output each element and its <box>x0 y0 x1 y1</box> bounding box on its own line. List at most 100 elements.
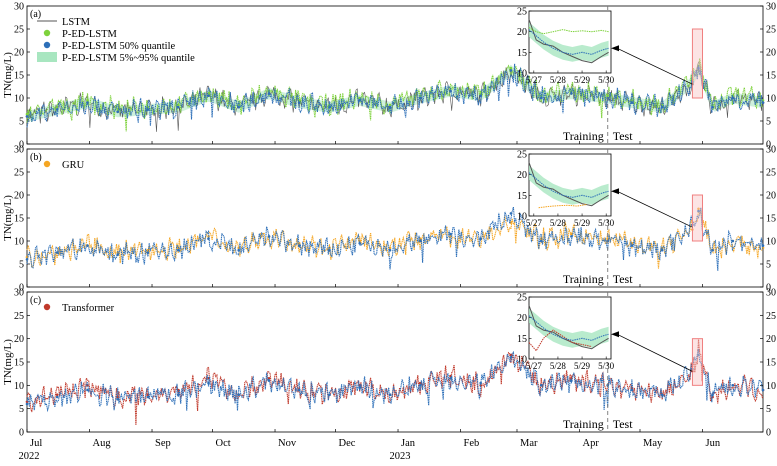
y-tick-label-right: 25 <box>766 25 776 36</box>
y-tick-label: 15 <box>14 71 24 82</box>
inset-x-tick-label: 5/29 <box>574 75 591 85</box>
data-point <box>207 237 210 240</box>
x-tick-label-month: Nov <box>278 438 297 449</box>
x-tick-label-month: Jan <box>401 438 416 449</box>
series-quantile50 <box>25 348 765 413</box>
data-point <box>479 237 483 240</box>
inset-series-quantile50 <box>528 29 609 55</box>
zoom-arrow-head <box>611 331 619 338</box>
data-point <box>25 112 29 116</box>
data-point <box>388 393 392 397</box>
y-tick-label-right: 25 <box>766 311 776 322</box>
plot-frame <box>26 5 764 145</box>
x-tick-label-month: Jun <box>706 438 721 449</box>
data-point <box>570 92 573 95</box>
quantile-band-5-95 <box>27 64 763 122</box>
highlight-window-box <box>691 28 704 99</box>
data-point <box>418 96 422 100</box>
data-point <box>237 248 240 252</box>
data-point <box>449 232 452 236</box>
inset-y-tick-label: 25 <box>517 7 527 18</box>
data-point <box>388 105 392 109</box>
legend-swatch-gru <box>43 160 51 168</box>
y-tick-label-right: 5 <box>766 117 771 128</box>
y-tick-label: 0 <box>19 283 24 294</box>
inset-series-lstm <box>528 19 609 64</box>
y-tick-label: 10 <box>14 94 24 105</box>
inset-y-tick-label: 20 <box>517 27 527 38</box>
series-line <box>26 58 764 132</box>
data-point <box>146 251 150 254</box>
data-point <box>449 377 452 380</box>
legend-label: LSTM <box>62 17 91 28</box>
data-point <box>146 395 150 399</box>
data-point <box>25 258 29 261</box>
inset-x-tick-label: 5/30 <box>598 361 615 371</box>
x-tick-label-month: Dec <box>339 438 356 449</box>
data-point <box>297 101 301 104</box>
x-tick-label-month: Aug <box>93 438 112 449</box>
y-tick-label: 30 <box>14 145 24 156</box>
series-line <box>26 63 764 128</box>
data-point <box>479 381 483 385</box>
x-tick-label-month: Apr <box>583 438 600 449</box>
data-point <box>237 393 240 397</box>
y-tick-label-right: 0 <box>766 283 771 294</box>
inset-x-tick-label: 5/29 <box>574 218 591 228</box>
highlight-window-box <box>691 194 704 242</box>
inset-quantile-band <box>529 165 609 205</box>
y-axis-label: TN(mg/L) <box>2 339 14 385</box>
data-point <box>237 105 240 109</box>
series-quantile50 <box>25 63 765 128</box>
legend-label: P-ED-LSTM 50% quantile <box>62 41 175 52</box>
x-axis: Jul Aug Sep Oct Nov Dec Jan Feb Mar Apr May Jun 2022… <box>19 141 721 462</box>
panel-label: (a) <box>30 9 41 20</box>
data-point <box>731 239 735 243</box>
data-point <box>697 207 700 211</box>
legend-swatch-transformer <box>43 303 51 311</box>
y-tick-label: 30 <box>14 2 24 13</box>
data-point <box>116 398 119 401</box>
data-point <box>509 69 513 72</box>
legend: Transformer <box>43 303 115 314</box>
data-point <box>388 246 392 250</box>
data-point <box>55 108 59 111</box>
y-tick-label-right: 20 <box>766 48 776 59</box>
data-point <box>358 386 362 390</box>
zoom-arrow-head <box>611 45 619 52</box>
panel-label: (c) <box>30 295 41 306</box>
x-tick-label-month: Mar <box>520 438 538 449</box>
data-point <box>86 99 89 102</box>
y-tick-label-right: 0 <box>766 140 771 151</box>
legend-swatch-quantile50 <box>43 41 51 49</box>
y-tick-label-right: 20 <box>766 334 776 345</box>
panel-b: 0 0 5 5 10 10 15 15 20 20 25 25 30 30 TN(mg/L) (b) Train… <box>2 145 776 294</box>
data-point <box>711 105 714 109</box>
data-point <box>267 379 271 383</box>
y-tick-label: 5 <box>19 404 24 415</box>
y-tick-label-right: 5 <box>766 404 771 415</box>
data-point <box>539 384 543 387</box>
y-tick-label-right: 0 <box>766 428 771 439</box>
data-point <box>176 393 180 397</box>
data-point <box>570 232 573 236</box>
test-label: Test <box>613 129 633 143</box>
data-point <box>418 239 422 243</box>
data-point <box>146 393 150 397</box>
series-line <box>26 348 764 413</box>
inset-series-quantile50 <box>528 315 609 341</box>
data-point <box>25 115 29 118</box>
data-point <box>267 92 271 95</box>
data-point <box>660 105 664 109</box>
y-tick-label-right: 5 <box>766 260 771 271</box>
y-tick-label: 20 <box>14 334 24 345</box>
data-point <box>509 212 513 215</box>
y-tick-label-right: 30 <box>766 288 776 299</box>
data-point <box>207 94 210 97</box>
y-tick-label-right: 25 <box>766 168 776 179</box>
inset-y-tick-label: 20 <box>517 170 527 181</box>
y-tick-label-right: 20 <box>766 191 776 202</box>
series-quantile50 <box>25 206 765 271</box>
inset-y-tick-label: 10 <box>517 69 527 80</box>
